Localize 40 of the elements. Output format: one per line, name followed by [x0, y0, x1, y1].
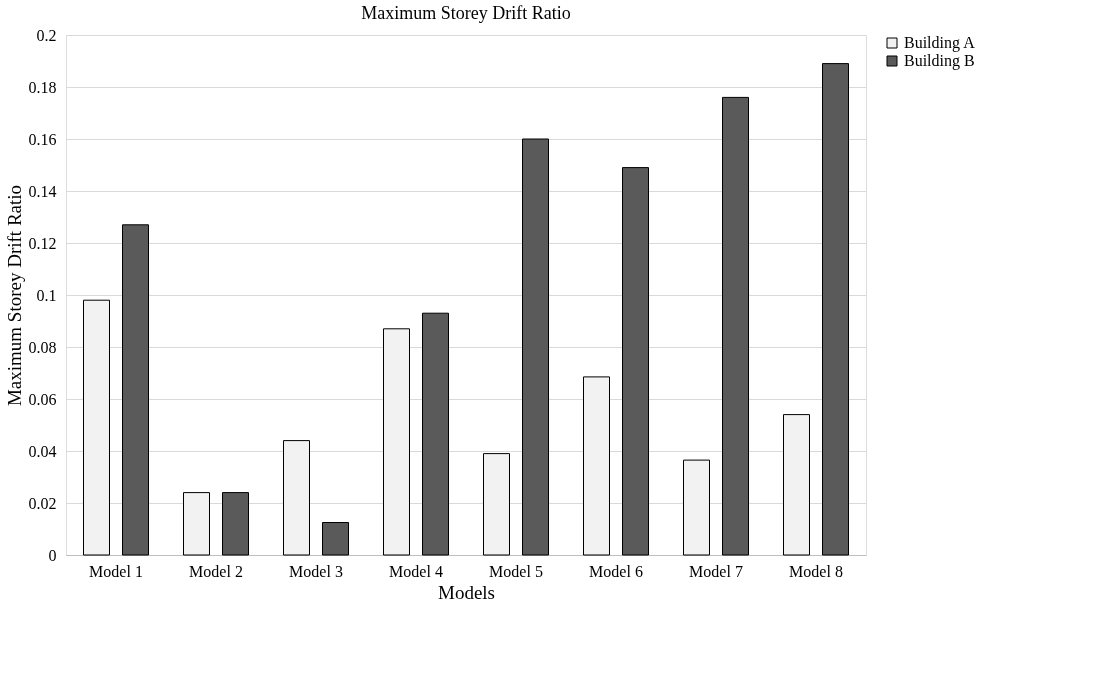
x-tick-label: Model 6 [589, 562, 643, 580]
x-tick-label: Model 7 [689, 562, 743, 580]
bar [683, 459, 710, 556]
x-tick-label: Model 5 [489, 562, 543, 580]
bar [522, 138, 549, 556]
x-tick-label: Model 2 [189, 562, 243, 580]
y-tick-label: 0.1 [36, 286, 57, 304]
bar [722, 96, 749, 556]
bar [283, 440, 310, 556]
bar [622, 167, 649, 556]
bar [583, 376, 610, 556]
y-tick-label: 0.08 [28, 338, 57, 356]
x-tick-label: Model 3 [289, 562, 343, 580]
bar [422, 312, 449, 556]
bar [322, 522, 349, 556]
y-tick-label: 0.02 [28, 494, 57, 512]
y-tick-label: 0.06 [28, 390, 57, 408]
chart-title: Maximum Storey Drift Ratio [361, 3, 571, 23]
y-tick-label: 0 [48, 546, 57, 564]
x-tick-label: Model 8 [789, 562, 843, 580]
y-tick-label: 0.18 [28, 78, 57, 96]
bar [183, 492, 210, 556]
y-tick-label: 0.12 [28, 234, 57, 252]
bar [83, 299, 110, 556]
legend-label: Building B [904, 52, 975, 70]
bar [483, 453, 510, 556]
y-tick-label: 0.16 [28, 130, 57, 148]
y-tick-label: 0.04 [28, 442, 57, 460]
y-tick-label: 0.2 [36, 26, 57, 44]
bar [222, 492, 249, 556]
y-axis-title: Maximum Storey Drift Ratio [3, 184, 25, 407]
bar [822, 63, 849, 556]
bar [783, 414, 810, 556]
x-axis-title: Models [438, 581, 495, 603]
x-tick-label: Model 1 [89, 562, 143, 580]
y-tick-label: 0.14 [28, 182, 57, 200]
legend-label: Building A [904, 34, 976, 52]
bar [383, 328, 410, 556]
bar [122, 224, 149, 556]
x-tick-label: Model 4 [389, 562, 443, 580]
